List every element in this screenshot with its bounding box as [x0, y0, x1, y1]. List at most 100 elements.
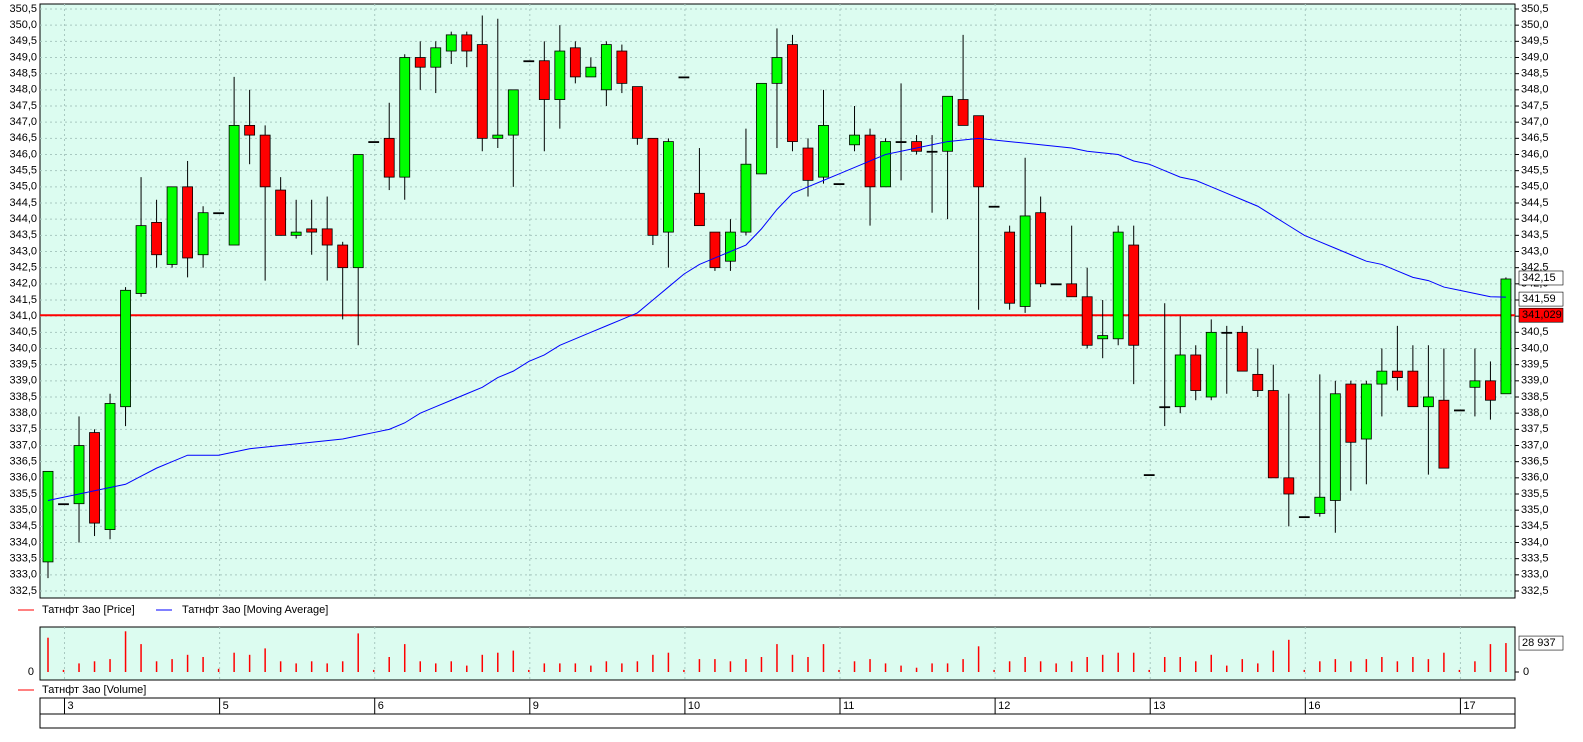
- candle-body: [957, 99, 969, 126]
- candle-body: [600, 44, 612, 91]
- candle-body: [1143, 474, 1155, 477]
- candle-body: [694, 192, 705, 227]
- candle-body: [833, 183, 845, 186]
- value-box-label: 342,15: [1522, 272, 1556, 284]
- candle-body: [926, 150, 938, 153]
- y-tick-label-right: 334,5: [1521, 520, 1549, 532]
- y-tick-label: 342,5: [9, 262, 37, 274]
- date-label: 13: [1153, 700, 1165, 712]
- y-tick-label-right: 334,0: [1521, 536, 1549, 548]
- candle-body: [306, 228, 318, 233]
- candle-body: [1422, 396, 1434, 408]
- candle-body: [104, 403, 116, 530]
- date-label: 3: [68, 700, 74, 712]
- candle-body: [740, 163, 752, 233]
- date-label: 17: [1463, 700, 1475, 712]
- candle-body: [988, 205, 1000, 208]
- y-tick-label-right: 340,0: [1521, 342, 1549, 354]
- y-tick-label-right: 348,0: [1521, 84, 1549, 96]
- candle-body: [507, 89, 519, 136]
- y-tick-label: 348,5: [9, 68, 37, 80]
- y-tick-label: 332,5: [9, 585, 37, 597]
- date-label: 6: [378, 700, 384, 712]
- moving-average-line: [47, 137, 1506, 501]
- y-tick-label-right: 333,5: [1521, 553, 1549, 565]
- candle-body: [383, 137, 395, 178]
- candle-body: [1391, 370, 1403, 378]
- y-tick-label-right: 344,0: [1521, 213, 1549, 225]
- y-tick-label-right: 347,5: [1521, 100, 1549, 112]
- candle-body: [166, 186, 178, 265]
- date-label: 10: [688, 700, 700, 712]
- y-tick-label: 347,0: [9, 116, 37, 128]
- y-tick-label: 337,0: [9, 439, 37, 451]
- legend-label: Татнфт 3ао [Volume]: [42, 684, 146, 696]
- y-tick-label-right: 349,5: [1521, 35, 1549, 47]
- candle-body: [725, 231, 736, 262]
- y-tick-label-right: 339,5: [1521, 359, 1549, 371]
- candle-body: [538, 60, 550, 100]
- candle-body: [1314, 496, 1326, 514]
- y-tick-label: 336,5: [9, 456, 37, 468]
- y-tick-label: 333,0: [9, 569, 37, 581]
- y-tick-label: 344,0: [9, 213, 37, 225]
- candle-body: [771, 57, 783, 84]
- y-tick-label: 337,5: [9, 423, 37, 435]
- candle-body: [569, 47, 581, 78]
- candle-body: [1485, 380, 1496, 401]
- y-tick-label: 340,5: [9, 326, 37, 338]
- y-tick-label-right: 345,0: [1521, 181, 1549, 193]
- y-tick-label-right: 346,0: [1521, 148, 1549, 160]
- plot-layer: 332,5 332,5 333,0 333,0 333,5 333,5 334,0 334,0…: [9, 3, 1564, 714]
- y-tick-label-right: 339,0: [1521, 375, 1549, 387]
- y-tick-label-right: 348,5: [1521, 68, 1549, 80]
- value-box: [1518, 270, 1564, 286]
- date-label: 12: [998, 700, 1010, 712]
- date-label: 5: [223, 700, 229, 712]
- candle-body: [352, 154, 364, 269]
- candle-body: [1035, 212, 1047, 285]
- candle-body: [1050, 283, 1062, 286]
- y-tick-label-right: 346,5: [1521, 132, 1549, 144]
- candle-body: [182, 186, 193, 259]
- candle-body: [1360, 383, 1372, 440]
- y-tick-label: 336,0: [9, 472, 37, 484]
- y-tick-label: 350,0: [9, 19, 37, 31]
- candle-body: [244, 125, 256, 136]
- value-box: [1518, 635, 1564, 651]
- date-strip-lower: [39, 713, 1516, 729]
- candle-body: [756, 82, 767, 175]
- y-tick-label: 339,0: [9, 375, 37, 387]
- volume-tick-label-right: 0: [1523, 666, 1529, 678]
- candle-body: [709, 231, 721, 269]
- y-tick-label: 335,5: [9, 488, 37, 500]
- y-tick-label: 345,5: [9, 165, 37, 177]
- candle-body: [1267, 390, 1279, 479]
- candle-body: [1097, 335, 1109, 340]
- price-panel: [39, 3, 1516, 599]
- candle-body: [1298, 516, 1310, 519]
- y-tick-label: 342,0: [9, 278, 37, 290]
- candle-body: [1345, 383, 1357, 443]
- y-tick-label-right: 338,5: [1521, 391, 1549, 403]
- y-tick-label-right: 332,5: [1521, 585, 1549, 597]
- y-tick-label-right: 335,5: [1521, 488, 1549, 500]
- value-box: [1518, 291, 1564, 307]
- y-tick-label: 343,0: [9, 245, 37, 257]
- candle-body: [492, 134, 504, 139]
- y-tick-label: 346,0: [9, 148, 37, 160]
- candle-body: [818, 125, 829, 178]
- candle-body: [1066, 283, 1078, 298]
- candle-body: [1500, 278, 1512, 395]
- candle-body: [430, 47, 442, 68]
- candle-body: [321, 228, 333, 246]
- candle-body: [368, 141, 380, 143]
- candle-body: [1205, 331, 1217, 398]
- y-tick-label-right: 350,0: [1521, 19, 1549, 31]
- y-tick-label: 340,0: [9, 342, 37, 354]
- candle-body: [787, 44, 798, 142]
- candle-body: [647, 137, 659, 236]
- y-tick-label: 350,5: [9, 3, 37, 15]
- candle-body: [58, 503, 69, 506]
- y-tick-label-right: 342,5: [1521, 262, 1549, 274]
